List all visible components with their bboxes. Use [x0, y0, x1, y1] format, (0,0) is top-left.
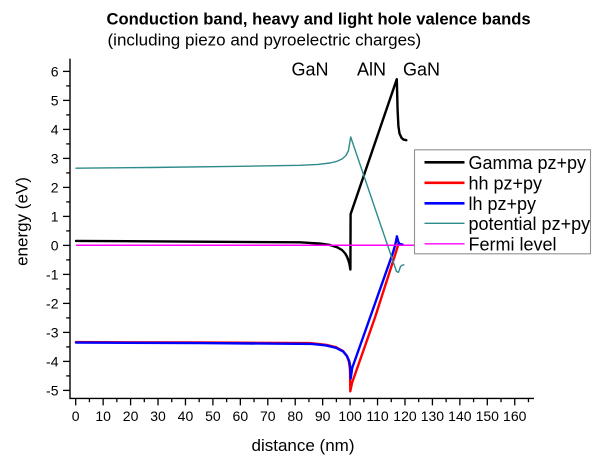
svg-text:Fermi level: Fermi level [469, 235, 557, 255]
svg-text:distance (nm): distance (nm) [252, 436, 355, 455]
svg-text:energy (eV): energy (eV) [13, 177, 32, 266]
svg-text:150: 150 [476, 408, 500, 424]
svg-text:-4: -4 [46, 353, 59, 369]
svg-text:Conduction band, heavy and lig: Conduction band, heavy and light hole va… [107, 10, 531, 29]
svg-text:20: 20 [123, 408, 139, 424]
svg-text:1: 1 [51, 208, 59, 224]
svg-text:160: 160 [503, 408, 527, 424]
svg-text:10: 10 [95, 408, 111, 424]
svg-text:2: 2 [51, 179, 59, 195]
svg-text:40: 40 [178, 408, 194, 424]
svg-text:50: 50 [205, 408, 221, 424]
svg-text:-5: -5 [46, 382, 59, 398]
svg-text:3: 3 [51, 150, 59, 166]
svg-text:5: 5 [51, 92, 59, 108]
svg-text:0: 0 [51, 237, 59, 253]
svg-text:lh pz+py: lh pz+py [469, 194, 537, 214]
svg-text:6: 6 [51, 63, 59, 79]
svg-text:80: 80 [287, 408, 303, 424]
svg-text:4: 4 [51, 121, 59, 137]
svg-text:60: 60 [233, 408, 249, 424]
svg-text:140: 140 [448, 408, 472, 424]
svg-text:100: 100 [338, 408, 362, 424]
svg-text:120: 120 [393, 408, 417, 424]
svg-text:110: 110 [366, 408, 389, 424]
svg-text:0: 0 [72, 408, 80, 424]
svg-text:-2: -2 [46, 295, 59, 311]
svg-text:GaN: GaN [291, 60, 328, 80]
svg-text:(including piezo and pyroelect: (including piezo and pyroelectric charge… [108, 30, 422, 49]
svg-text:GaN: GaN [403, 60, 440, 80]
svg-text:30: 30 [150, 408, 166, 424]
svg-text:90: 90 [315, 408, 331, 424]
svg-text:130: 130 [421, 408, 445, 424]
svg-text:-1: -1 [46, 266, 59, 282]
svg-text:AlN: AlN [357, 60, 386, 80]
svg-text:hh pz+py: hh pz+py [469, 174, 543, 194]
svg-text:Gamma pz+py: Gamma pz+py [469, 153, 587, 173]
svg-text:-3: -3 [46, 324, 59, 340]
svg-text:potential pz+py: potential pz+py [469, 214, 591, 234]
svg-text:70: 70 [260, 408, 276, 424]
